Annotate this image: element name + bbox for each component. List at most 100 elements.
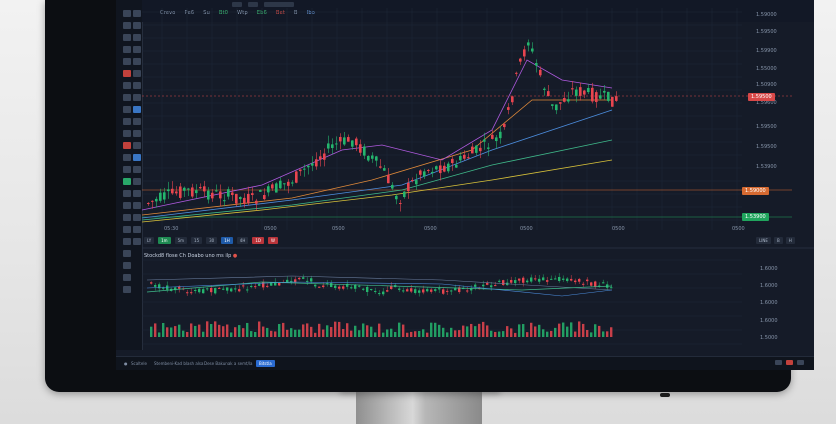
alert-icon[interactable]: ● <box>232 253 238 259</box>
volume-bar <box>558 323 561 337</box>
moving-average-line <box>142 159 613 223</box>
drawing-tool-icon[interactable] <box>133 202 141 209</box>
drawing-tool-icon[interactable] <box>123 166 131 173</box>
main-price-chart[interactable]: 1.59000 1.59500 1.59900 1.55000 1.50900 1.596… <box>142 0 814 346</box>
drawing-tool-icon[interactable] <box>133 22 141 29</box>
chart-type-button[interactable]: B <box>773 237 783 244</box>
drawing-tool-icon[interactable] <box>123 238 131 245</box>
drawing-tool-icon[interactable] <box>123 82 131 89</box>
drawing-tool-icon[interactable] <box>133 142 141 149</box>
monitor-stand <box>356 392 482 424</box>
sub-price-axis-label: 1.6000 <box>760 266 778 272</box>
status-badge[interactable]: Bitstla <box>256 360 275 367</box>
header-button[interactable]: Ibo <box>306 10 315 16</box>
volume-bar <box>334 321 337 337</box>
drawing-tool-icon[interactable] <box>133 190 141 197</box>
drawing-tool-icon[interactable] <box>133 130 141 137</box>
drawing-tool-icon[interactable] <box>123 202 131 209</box>
drawing-tool-icon[interactable] <box>123 154 131 161</box>
symbol-search[interactable] <box>264 2 294 7</box>
header-button[interactable]: Su <box>203 10 210 16</box>
drawing-tool-icon[interactable] <box>133 58 141 65</box>
drawing-tool-icon[interactable] <box>123 214 131 221</box>
price-axis-label: 1.59000 <box>756 12 777 18</box>
drawing-tool-icon[interactable] <box>133 154 141 161</box>
header-button[interactable]: Pe6 <box>184 10 195 16</box>
timeframe-button[interactable]: 15 <box>191 237 203 244</box>
volume-bar <box>542 329 545 337</box>
sub-candle <box>298 277 301 280</box>
drawing-tool-icon[interactable] <box>133 166 141 173</box>
drawing-tool-icon[interactable] <box>123 190 131 197</box>
header-button[interactable]: B <box>294 10 298 16</box>
drawing-tool-icon[interactable] <box>123 226 131 233</box>
sub-candle <box>382 291 385 295</box>
drawing-tool-icon[interactable] <box>123 58 131 65</box>
candle <box>435 166 438 170</box>
volume-bar <box>486 325 489 337</box>
drawing-tool-icon[interactable] <box>123 262 131 269</box>
drawing-toolbar[interactable] <box>116 0 143 350</box>
sub-candle <box>498 280 501 282</box>
drawing-tool-icon[interactable] <box>123 70 131 77</box>
drawing-tool-icon[interactable] <box>133 226 141 233</box>
drawing-tool-icon[interactable] <box>133 106 141 113</box>
volume-bar <box>610 327 613 337</box>
drawing-tool-icon[interactable] <box>133 34 141 41</box>
candle <box>235 193 238 204</box>
timeframe-button[interactable]: 4H <box>236 237 249 244</box>
sub-candle <box>202 289 205 294</box>
fullscreen-icon[interactable] <box>797 360 804 365</box>
header-button[interactable]: Crevo <box>160 10 176 16</box>
drawing-tool-icon[interactable] <box>133 46 141 53</box>
drawing-tool-icon[interactable] <box>133 82 141 89</box>
timeframe-button[interactable]: 1m <box>158 237 171 244</box>
drawing-tool-icon[interactable] <box>133 118 141 125</box>
drawing-tool-icon[interactable] <box>123 94 131 101</box>
drawing-tool-icon[interactable] <box>123 106 131 113</box>
sub-candle <box>294 279 297 283</box>
drawing-tool-icon[interactable] <box>123 22 131 29</box>
candle <box>395 195 398 200</box>
volume-bar <box>234 327 237 337</box>
header-button[interactable]: Bt0 <box>218 10 229 16</box>
drawing-tool-icon[interactable] <box>133 178 141 185</box>
drawing-tool-icon[interactable] <box>133 238 141 245</box>
chart-type-button[interactable]: H <box>785 237 795 244</box>
top-controls[interactable] <box>232 2 294 7</box>
settings-icon[interactable] <box>775 360 782 365</box>
drawing-tool-icon[interactable] <box>123 250 131 257</box>
timeframe-button[interactable]: 5m <box>174 237 188 244</box>
drawing-tool-icon[interactable] <box>133 70 141 77</box>
drawing-tool-icon[interactable] <box>123 142 131 149</box>
drawing-tool-icon[interactable] <box>123 178 131 185</box>
drawing-tool-icon[interactable] <box>123 130 131 137</box>
drawing-tool-icon[interactable] <box>123 46 131 53</box>
header-button[interactable]: Bet <box>275 10 286 16</box>
drawing-tool-icon[interactable] <box>133 10 141 17</box>
sub-candle <box>458 287 461 293</box>
drawing-tool-icon[interactable] <box>133 94 141 101</box>
timeframe-button[interactable]: 1D <box>252 237 264 244</box>
timeframe-button[interactable]: 30 <box>206 237 218 244</box>
volume-bar <box>358 330 361 337</box>
sub-candle <box>370 289 373 291</box>
timeframe-button[interactable]: W <box>267 237 278 244</box>
symbol-pill[interactable] <box>232 2 242 7</box>
drawing-tool-icon[interactable] <box>123 10 131 17</box>
drawing-tool-icon[interactable] <box>123 34 131 41</box>
volume-bar <box>414 331 417 337</box>
chart-type-button[interactable]: LINE <box>756 237 771 244</box>
drawing-tool-icon[interactable] <box>133 214 141 221</box>
interval-pill[interactable] <box>248 2 258 7</box>
candle <box>303 168 306 170</box>
timeframe-button[interactable]: LY <box>144 237 155 244</box>
record-icon[interactable] <box>786 360 793 365</box>
drawing-tool-icon[interactable] <box>123 286 131 293</box>
timeframe-button[interactable]: 1H <box>221 237 233 244</box>
volume-bar <box>454 330 457 337</box>
chart-header: Crevo Pe6 Su Bt0 Wtp Eb6 Bet B Ibo <box>142 0 814 22</box>
header-button[interactable]: Wtp <box>237 10 248 16</box>
drawing-tool-icon[interactable] <box>123 118 131 125</box>
drawing-tool-icon[interactable] <box>123 274 131 281</box>
